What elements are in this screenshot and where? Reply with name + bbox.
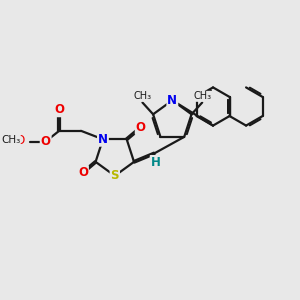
Text: O: O <box>54 103 64 116</box>
Text: CH₃: CH₃ <box>194 91 212 101</box>
Text: CH₃: CH₃ <box>1 135 20 145</box>
Text: H: H <box>151 156 160 169</box>
Text: O: O <box>136 121 146 134</box>
Text: N: N <box>98 133 108 146</box>
Text: O: O <box>78 166 88 179</box>
Text: O: O <box>16 134 25 147</box>
Text: S: S <box>111 169 119 182</box>
Text: O: O <box>41 135 51 148</box>
Text: CH₃: CH₃ <box>134 91 152 101</box>
Text: N: N <box>167 94 177 107</box>
